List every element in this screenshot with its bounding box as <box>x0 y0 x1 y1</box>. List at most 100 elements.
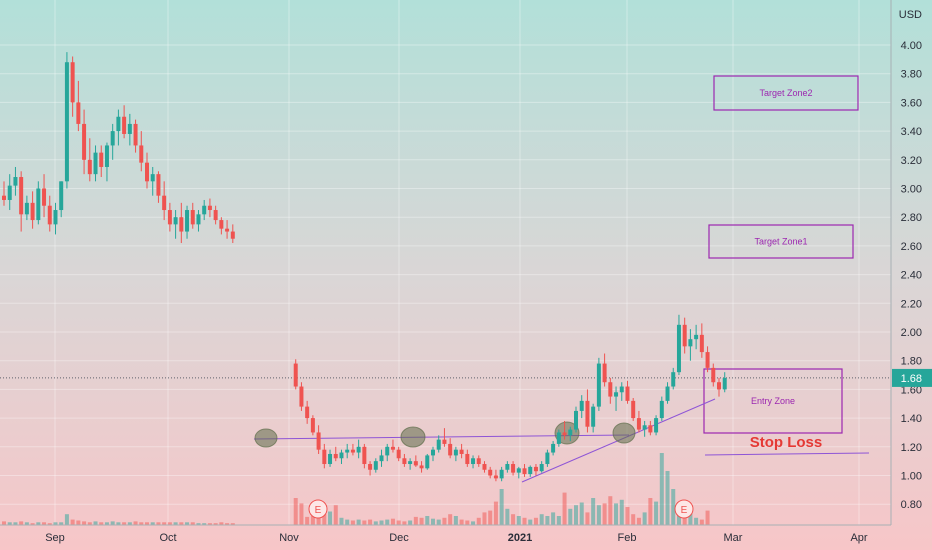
volume-bar <box>694 517 699 525</box>
candle-body <box>717 382 721 390</box>
candle-body <box>522 468 527 475</box>
volume-bar <box>654 501 659 525</box>
volume-bar <box>356 519 361 525</box>
volume-bar <box>619 499 624 525</box>
candle-body <box>402 458 407 465</box>
volume-bar <box>482 512 487 525</box>
price-axis[interactable]: 4.00 3.80 3.60 3.40 3.20 3.00 2.80 2.60 2.40 2.20… <box>890 0 932 525</box>
x-tick-label: 2021 <box>508 532 532 544</box>
candle-body <box>59 181 64 211</box>
volume-bar <box>173 522 178 525</box>
candle-body <box>379 455 384 462</box>
candle-body <box>614 392 619 397</box>
candle-body <box>139 145 144 163</box>
volume-bar <box>505 508 510 525</box>
y-tick-label: 2.20 <box>901 298 922 310</box>
volume-bar <box>402 521 407 525</box>
volume-bar <box>408 520 413 525</box>
y-tick-label: 3.00 <box>901 184 922 196</box>
candle-body <box>179 217 184 232</box>
target-zone1-label: Target Zone1 <box>754 237 807 247</box>
candle-body <box>539 464 544 472</box>
x-tick-label: Apr <box>850 532 867 544</box>
candle-body <box>574 410 578 430</box>
volume-bar <box>53 522 58 525</box>
volume-bar <box>631 514 636 525</box>
candle-body <box>196 214 201 225</box>
pattern-highlight <box>254 428 278 448</box>
stop-loss-line <box>704 452 870 456</box>
candle-body <box>362 446 367 465</box>
volume-bar <box>76 520 81 525</box>
candle-body <box>207 205 212 211</box>
volume-bar <box>150 522 155 525</box>
volume-bar <box>413 516 418 525</box>
candle-body <box>705 352 710 368</box>
candle-body <box>116 116 121 132</box>
entry-zone-label: Entry Zone <box>751 396 795 406</box>
volume-bar <box>2 521 6 525</box>
volume-bar <box>93 521 98 525</box>
volume-bars <box>2 453 710 525</box>
time-axis[interactable]: Sep Oct Nov Dec 2021 Feb Mar Apr <box>0 524 891 544</box>
volume-bar <box>579 502 584 525</box>
volume-bar <box>339 517 344 525</box>
volume-bar <box>608 496 613 525</box>
volume-bar <box>533 517 538 525</box>
candle-body <box>631 400 636 419</box>
volume-bar <box>636 517 641 525</box>
target-zone1-box <box>708 224 854 259</box>
candle-body <box>42 188 47 206</box>
volume-bar <box>648 498 653 525</box>
candle-body <box>156 174 161 196</box>
volume-bar <box>539 514 544 525</box>
candle-body <box>471 458 476 465</box>
volume-bar <box>47 523 52 525</box>
candle-body <box>711 367 716 383</box>
volume-bar <box>345 519 350 525</box>
candle-body <box>493 475 498 479</box>
volume-bar <box>179 522 184 525</box>
target-zone2-label: Target Zone2 <box>759 88 812 98</box>
pattern-highlight <box>612 422 636 444</box>
candle-body <box>408 461 413 465</box>
candle-body <box>64 62 69 182</box>
candle-body <box>568 429 573 436</box>
candle-body <box>145 162 149 182</box>
volume-bar <box>36 522 41 525</box>
y-tick-label: 2.60 <box>901 241 922 253</box>
candle-body <box>413 461 418 466</box>
volume-bar <box>350 520 355 525</box>
candle-body <box>82 123 87 160</box>
y-tick-label: 1.80 <box>901 356 922 368</box>
stop-loss-label: Stop Loss <box>750 434 823 451</box>
x-tick-label: Dec <box>389 532 409 544</box>
volume-bar <box>70 519 75 525</box>
candle-body <box>30 202 35 221</box>
volume-bar <box>64 514 69 525</box>
candle-body <box>425 455 430 469</box>
candle-body <box>390 446 395 450</box>
candle-body <box>127 123 132 134</box>
candle-body <box>345 449 350 453</box>
candle-body <box>167 210 172 225</box>
volume-bar <box>305 516 310 525</box>
volume-bar <box>213 523 218 525</box>
candle-body <box>625 386 630 401</box>
candle-body <box>350 449 355 453</box>
volume-bar <box>522 517 527 525</box>
volume-bar <box>104 522 109 525</box>
volume-bar <box>133 521 138 525</box>
candle-body <box>24 202 29 215</box>
volume-bar <box>13 522 18 525</box>
earnings-marker-label: E <box>315 505 322 516</box>
candle-body <box>13 177 18 186</box>
entry-zone-box <box>703 368 843 434</box>
volume-bar <box>591 498 596 525</box>
volume-bar <box>396 520 401 525</box>
pattern-ellipses <box>254 421 636 448</box>
candle-body <box>99 152 104 167</box>
